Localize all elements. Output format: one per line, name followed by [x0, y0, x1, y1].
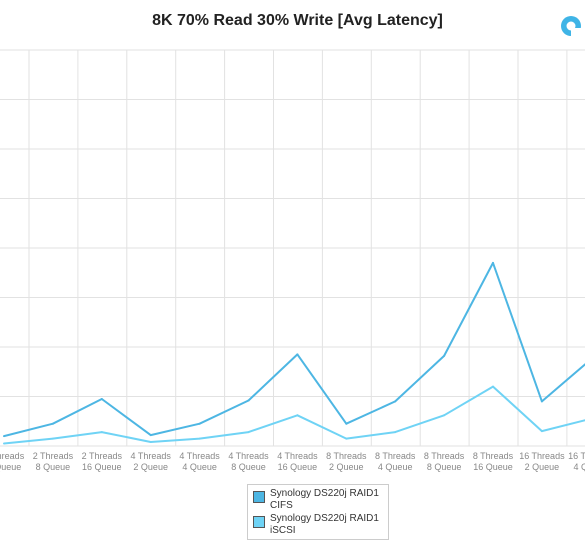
- legend-label-cifs: Synology DS220j RAID1 CIFS: [270, 488, 379, 511]
- x-tick-label: 16 Threads 2 Queue: [519, 451, 565, 472]
- data-point[interactable]: [394, 400, 397, 403]
- logo-icon: [561, 16, 581, 37]
- data-point[interactable]: [247, 431, 250, 434]
- legend-swatch-cifs: [253, 491, 265, 503]
- data-point[interactable]: [540, 430, 543, 433]
- data-point[interactable]: [443, 354, 446, 357]
- data-point[interactable]: [296, 414, 299, 417]
- x-tick-label: 4 Threads 4 Queue: [179, 451, 220, 472]
- legend-label-iscsi: Synology DS220j RAID1 iSCSI: [270, 513, 379, 536]
- x-tick-label: 8 Threads 8 Queue: [424, 451, 465, 472]
- data-point[interactable]: [149, 441, 152, 443]
- x-tick-label: 8 Threads 2 Queue: [326, 451, 367, 472]
- x-tick-label: 8 Threads 16 Queue: [473, 451, 514, 472]
- data-point[interactable]: [345, 437, 348, 440]
- data-point[interactable]: [3, 435, 5, 438]
- series-line-iscsi[interactable]: [3, 385, 585, 445]
- legend: Synology DS220j RAID1 CIFS Synology DS22…: [247, 484, 389, 540]
- data-point[interactable]: [492, 261, 494, 264]
- x-tick-label: 4 Threads 8 Queue: [228, 451, 269, 472]
- data-point[interactable]: [51, 437, 54, 440]
- x-tick-label: 8 Threads 4 Queue: [375, 451, 416, 472]
- data-point[interactable]: [443, 414, 446, 417]
- data-point[interactable]: [198, 422, 201, 425]
- legend-item-iscsi[interactable]: Synology DS220j RAID1 iSCSI: [253, 513, 384, 537]
- data-point[interactable]: [100, 398, 103, 400]
- data-point[interactable]: [51, 422, 54, 425]
- data-point[interactable]: [198, 437, 201, 440]
- data-point[interactable]: [345, 422, 348, 425]
- data-point[interactable]: [296, 353, 299, 356]
- x-tick-label: 4 Threads 16 Queue: [277, 451, 318, 472]
- data-point[interactable]: [149, 434, 152, 437]
- x-tick-label: 2 Threads 8 Queue: [33, 451, 74, 472]
- series-lines: [3, 261, 585, 445]
- data-point[interactable]: [3, 442, 5, 445]
- legend-item-cifs[interactable]: Synology DS220j RAID1 CIFS: [253, 488, 384, 512]
- x-tick-label: 4 Threads 2 Queue: [131, 451, 172, 472]
- chart-title: 8K 70% Read 30% Write [Avg Latency]: [152, 12, 443, 29]
- data-point[interactable]: [540, 400, 543, 403]
- x-tick-label: 2 Threads 16 Queue: [82, 451, 123, 472]
- grid-lines: [0, 49, 585, 447]
- data-point[interactable]: [394, 431, 397, 434]
- legend-swatch-iscsi: [253, 516, 265, 528]
- data-point[interactable]: [247, 399, 250, 402]
- series-line-cifs[interactable]: [3, 261, 585, 438]
- data-point[interactable]: [100, 431, 103, 434]
- data-point[interactable]: [492, 385, 494, 388]
